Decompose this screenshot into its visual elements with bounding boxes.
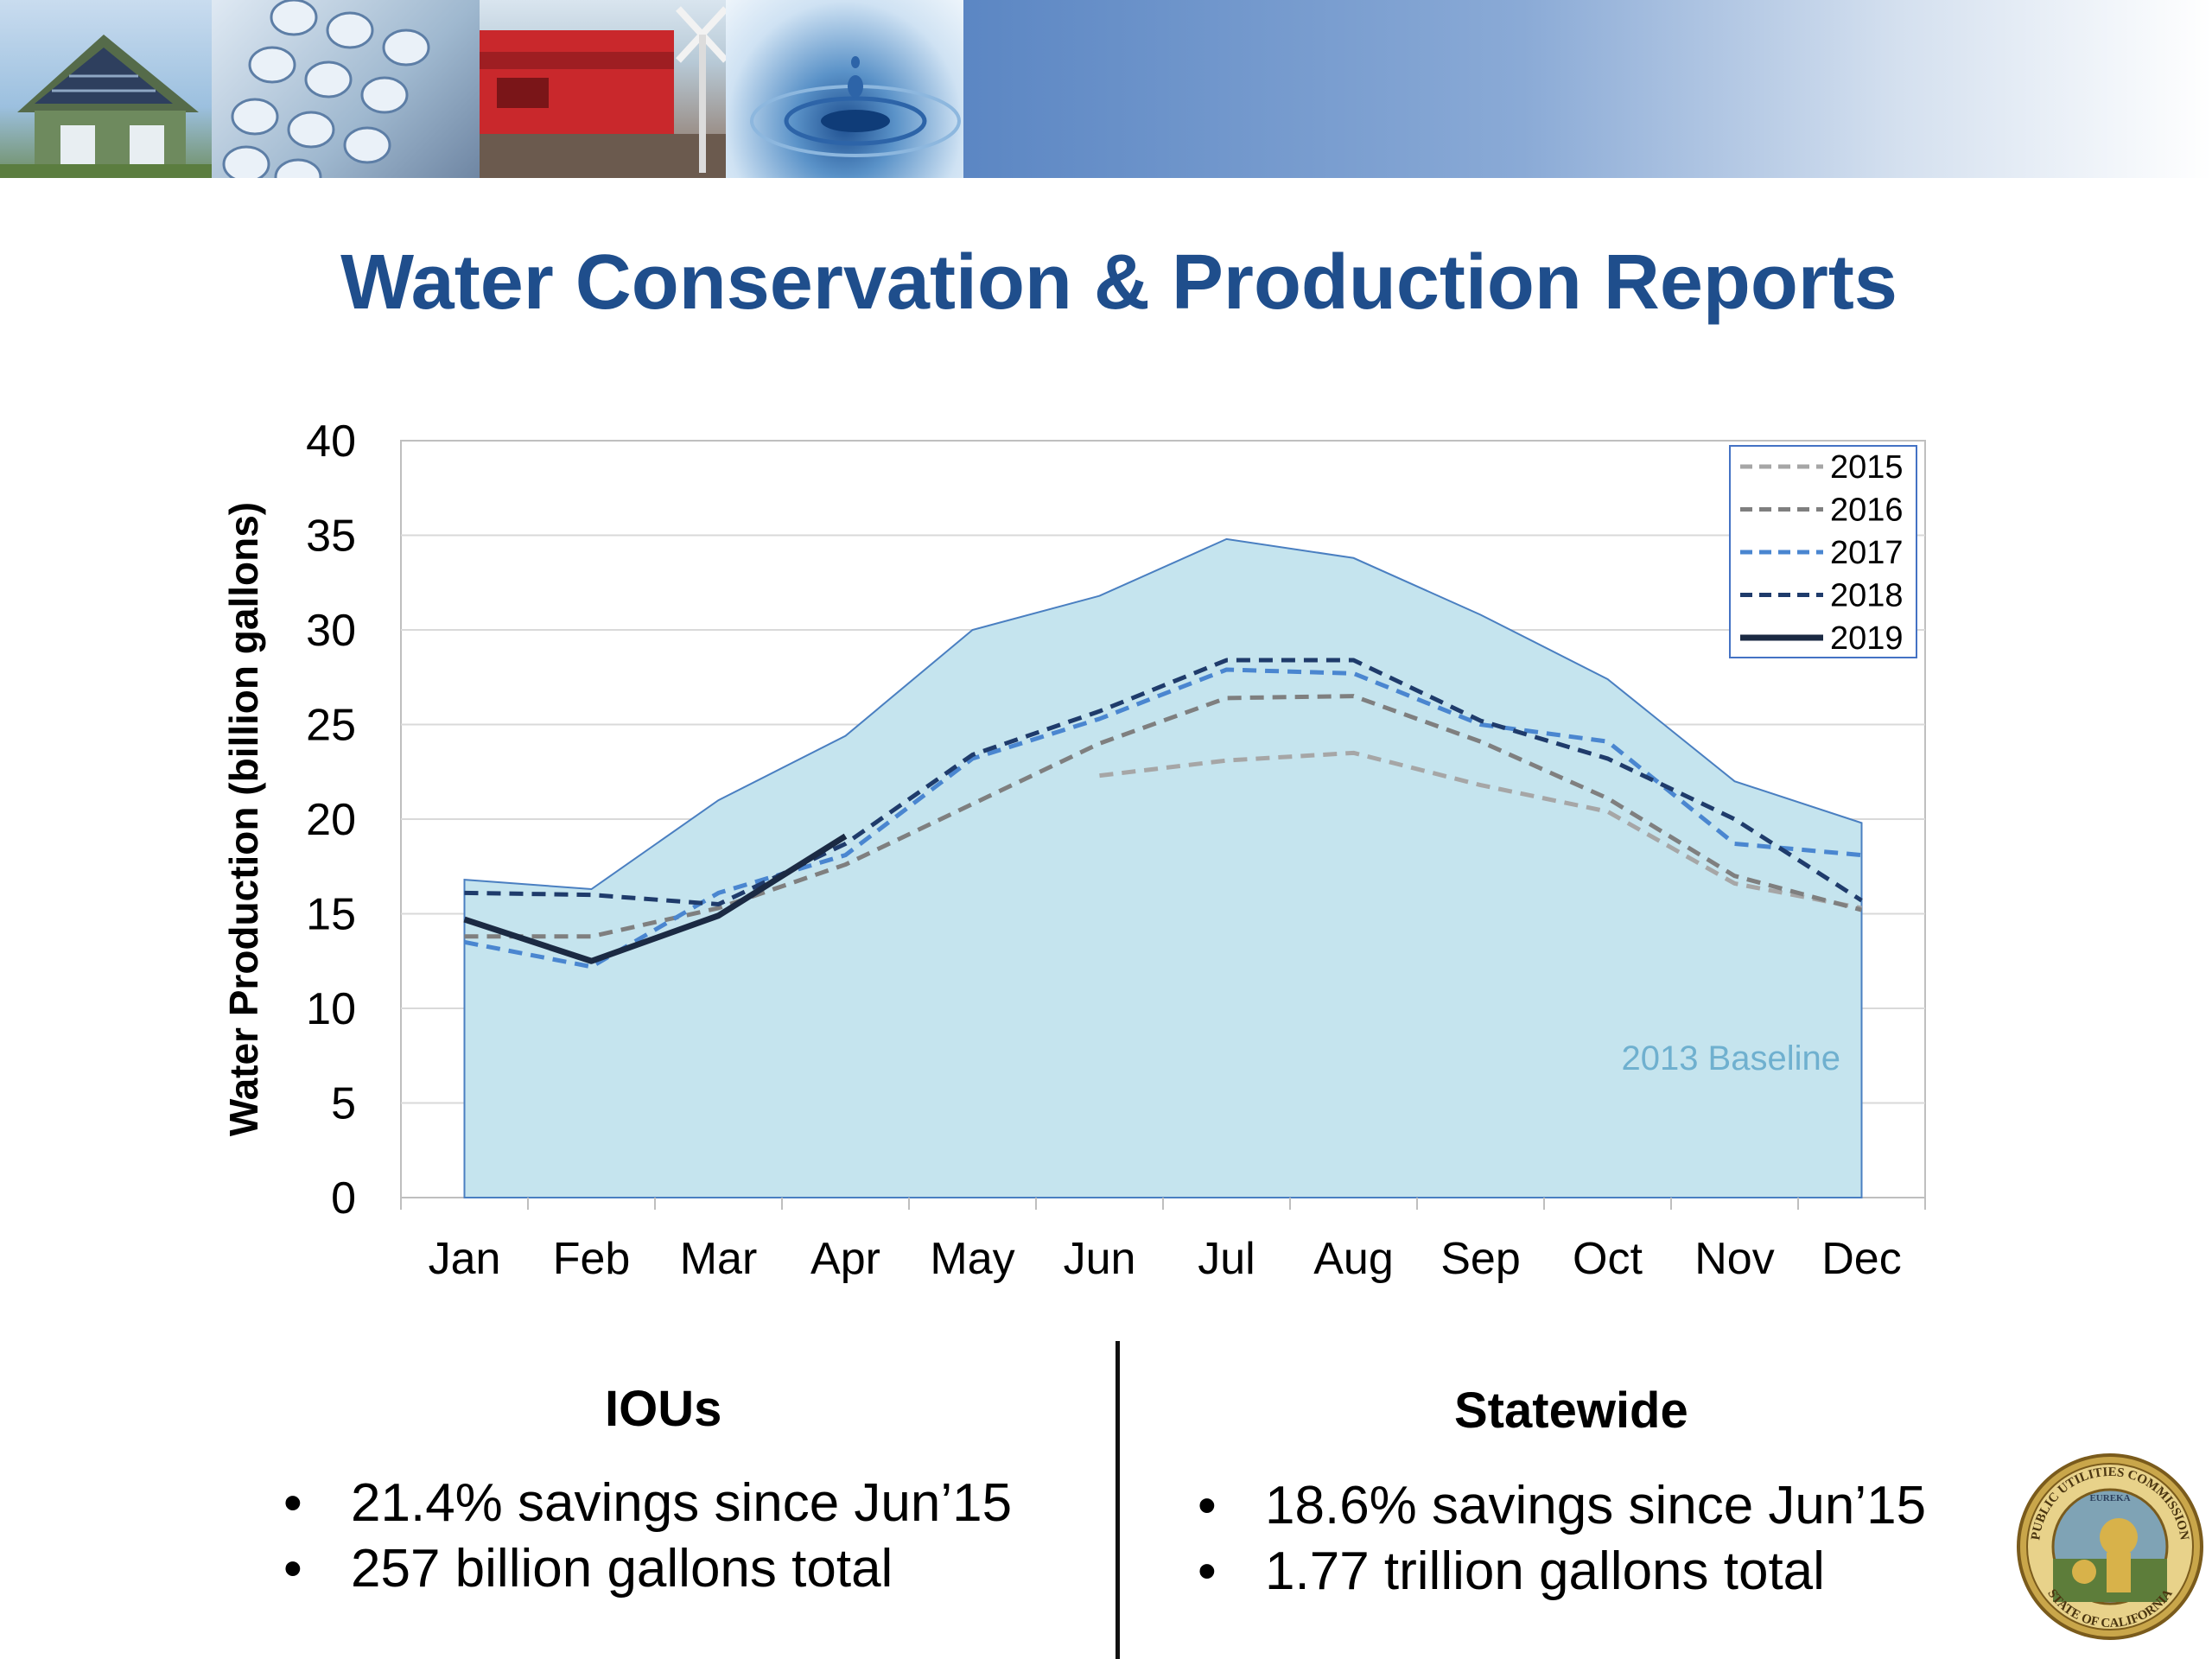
list-item: 18.6% savings since Jun’15: [1198, 1473, 1926, 1539]
legend-label: 2016: [1830, 493, 1904, 529]
y-tick-label: 30: [306, 606, 356, 656]
x-tick-label: Feb: [553, 1234, 631, 1284]
y-tick-label: 25: [306, 701, 356, 751]
y-tick-label: 15: [306, 890, 356, 940]
list-item: 257 billion gallons total: [283, 1536, 1012, 1602]
baseline-area: [463, 537, 1863, 1198]
x-tick-label: Aug: [1313, 1234, 1394, 1284]
house-solar-photo: [0, 0, 212, 178]
y-tick-label: 10: [306, 984, 356, 1034]
cpuc-seal-logo: PUBLIC UTILITIES COMMISSION STATE OF CAL…: [2017, 1453, 2203, 1640]
list-item: 1.77 trillion gallons total: [1198, 1539, 1926, 1605]
x-tick-label: Jul: [1198, 1234, 1255, 1284]
phone-keypad-icon: [222, 0, 430, 178]
svg-text:EUREKA: EUREKA: [2089, 1493, 2130, 1503]
y-axis-label: Water Production (billion gallons): [221, 502, 266, 1136]
x-tick-label: Oct: [1573, 1234, 1643, 1284]
x-tick-label: May: [930, 1234, 1014, 1284]
series-line-2017: [464, 667, 1862, 969]
ious-heading: IOUs: [605, 1381, 722, 1437]
legend-label: 2019: [1830, 620, 1904, 657]
y-tick-label: 5: [331, 1079, 356, 1129]
legend-label: 2017: [1830, 535, 1904, 571]
water-production-chart: 0 5 10 15 20 25 30 35 40 Jan Feb Mar Apr May Jun Jul Au…: [221, 416, 1926, 1284]
x-tick-label: Jun: [1064, 1234, 1136, 1284]
baseline-label: 2013 Baseline: [1621, 1039, 1840, 1077]
y-tick-label: 35: [306, 512, 356, 562]
x-axis-tick-labels: Jan Feb Mar Apr May Jun Jul Aug Sep Oct Nov Dec: [400, 1198, 1926, 1284]
x-tick-label: Sep: [1440, 1234, 1521, 1284]
legend: 2015 2016 2017 2018 2019: [1729, 445, 1917, 658]
x-tick-label: Apr: [810, 1234, 880, 1284]
phone-keypad-photo: [212, 0, 480, 178]
y-tick-label: 0: [331, 1173, 356, 1224]
train-photo: [480, 0, 726, 178]
house-solar-icon: [0, 35, 212, 178]
y-axis-tick-labels: 0 5 10 15 20 25 30 35 40: [306, 416, 356, 1224]
statewide-bullet-list: 18.6% savings since Jun’15 1.77 trillion…: [1198, 1473, 1926, 1605]
page-title: Water Conservation & Production Reports: [340, 239, 1897, 326]
list-item: 21.4% savings since Jun’15: [283, 1471, 1012, 1536]
series-line-2019: [463, 833, 848, 964]
water-drop-photo: [726, 0, 963, 178]
water-drop-icon: [750, 56, 961, 157]
x-tick-label: Jan: [429, 1234, 501, 1284]
series-line-2018: [464, 658, 1863, 907]
column-divider: [1116, 1341, 1120, 1659]
legend-label: 2015: [1830, 449, 1904, 486]
y-tick-label: 20: [306, 795, 356, 845]
header-banner: [0, 0, 2212, 178]
legend-label: 2018: [1830, 578, 1904, 614]
ious-bullet-list: 21.4% savings since Jun’15 257 billion g…: [283, 1471, 1012, 1602]
series-lines: [463, 658, 1863, 969]
train-icon: [480, 6, 726, 178]
series-line-2016: [464, 694, 1863, 939]
banner-gradient: [959, 0, 2212, 178]
statewide-heading: Statewide: [1454, 1382, 1688, 1439]
x-tick-label: Nov: [1694, 1234, 1774, 1284]
y-tick-label: 40: [306, 416, 356, 467]
x-tick-label: Mar: [680, 1234, 758, 1284]
series-line-2015: [1099, 750, 1862, 911]
x-tick-label: Dec: [1821, 1234, 1901, 1284]
